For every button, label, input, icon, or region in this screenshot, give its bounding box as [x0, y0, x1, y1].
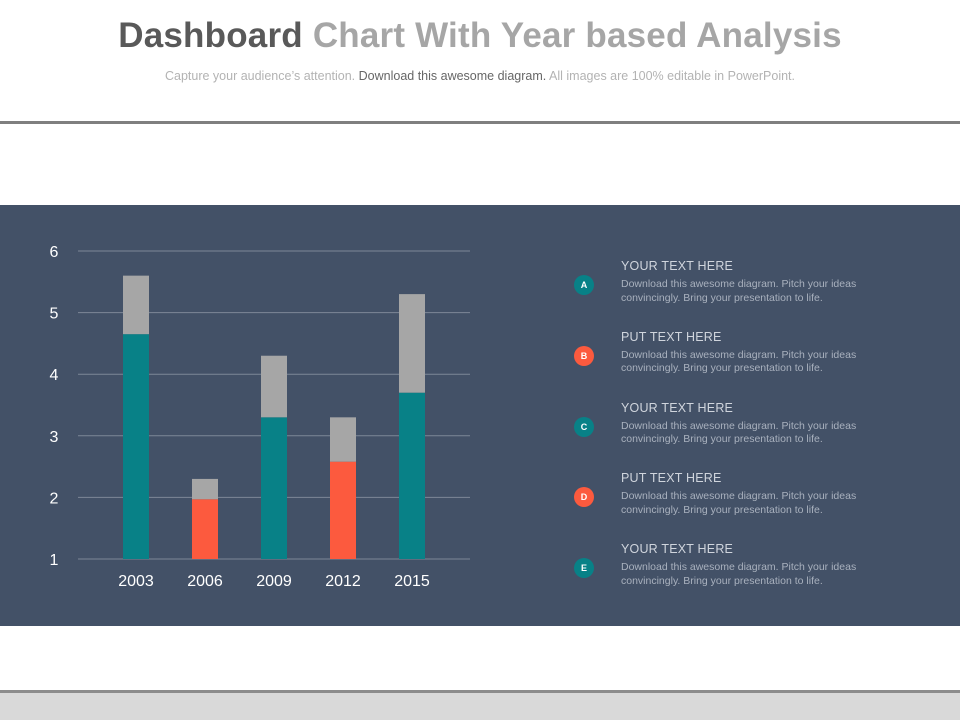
y-tick-label: 4	[50, 367, 59, 384]
subtitle-part-2: Download this awesome diagram.	[358, 69, 547, 83]
legend-heading: PUT TEXT HERE	[621, 329, 722, 344]
legend-item-a: A YOUR TEXT HERE Download this awesome dia…	[574, 259, 914, 319]
legend-item-e: E YOUR TEXT HERE Download this awesome dia…	[574, 542, 914, 602]
legend-item-d: D PUT TEXT HERE Download this awesome diag…	[574, 471, 914, 531]
legend-list: A YOUR TEXT HERE Download this awesome dia…	[0, 205, 960, 626]
legend-badge: E	[574, 558, 594, 579]
x-tick-label: 2003	[118, 573, 154, 590]
y-tick-label: 6	[50, 244, 59, 261]
bar-segment-lower	[399, 392, 425, 559]
bar-chart: 1 2 3 4 5 6 2003 2006 2009 2012 2015	[50, 244, 470, 590]
y-tick-label: 3	[50, 429, 59, 446]
title-light-part: Chart With Year based Analysis	[312, 16, 842, 55]
slide-subtitle: Capture your audience’s attention. Downl…	[0, 69, 960, 83]
x-tick-label: 2012	[325, 573, 361, 590]
legend-badge: B	[574, 345, 594, 366]
y-tick-label: 5	[50, 306, 59, 323]
bar-segment-lower	[261, 417, 287, 559]
footer-band	[0, 693, 960, 720]
subtitle-part-3: All images are 100% editable in PowerPoi…	[549, 69, 796, 83]
subtitle-part-1: Capture your audience’s attention.	[164, 69, 356, 83]
bar-segment-lower	[330, 461, 356, 559]
bar-segment-upper	[330, 417, 356, 462]
slide-title: Dashboard Chart With Year based Analysis	[0, 16, 960, 56]
legend-heading: YOUR TEXT HERE	[621, 259, 734, 273]
bar-segment-upper	[123, 275, 149, 335]
x-tick-label: 2009	[256, 573, 292, 590]
bar-segment-upper	[192, 478, 218, 500]
bar-segment-upper	[399, 294, 425, 393]
footer-divider	[0, 690, 960, 693]
legend-body-text: Download this awesome diagram. Pitch you…	[621, 348, 857, 375]
legend-badge: A	[574, 275, 594, 295]
chart-panel: 1 2 3 4 5 6 2003 2006 2009 2012 2015 A YOUR TEXT HE…	[0, 205, 960, 626]
x-tick-label: 2006	[187, 573, 223, 590]
y-tick-label: 1	[50, 552, 59, 569]
bar-segment-upper	[261, 355, 287, 418]
legend-body-text: Download this awesome diagram. Pitch you…	[621, 278, 857, 304]
title-dark-part: Dashboard	[118, 16, 303, 55]
bar-segment-lower	[123, 334, 149, 559]
x-tick-label: 2015	[394, 573, 430, 590]
slide-header: Dashboard Chart With Year based Analysis…	[0, 0, 960, 122]
legend-body-text: Download this awesome diagram. Pitch you…	[621, 490, 857, 516]
legend-heading: PUT TEXT HERE	[621, 471, 722, 486]
legend-badge: C	[574, 416, 594, 437]
legend-body-text: Download this awesome diagram. Pitch you…	[621, 561, 857, 587]
legend-heading: YOUR TEXT HERE	[621, 542, 734, 557]
legend-item-c: C YOUR TEXT HERE Download this awesome dia…	[574, 401, 914, 461]
bar-segment-lower	[192, 499, 218, 559]
legend-heading: YOUR TEXT HERE	[621, 400, 734, 415]
legend-body-text: Download this awesome diagram. Pitch you…	[621, 419, 857, 446]
legend-badge: D	[574, 487, 594, 508]
legend-item-b: B PUT TEXT HERE Download this awesome diag…	[574, 330, 914, 390]
y-tick-label: 2	[50, 490, 59, 507]
header-divider	[0, 121, 960, 124]
